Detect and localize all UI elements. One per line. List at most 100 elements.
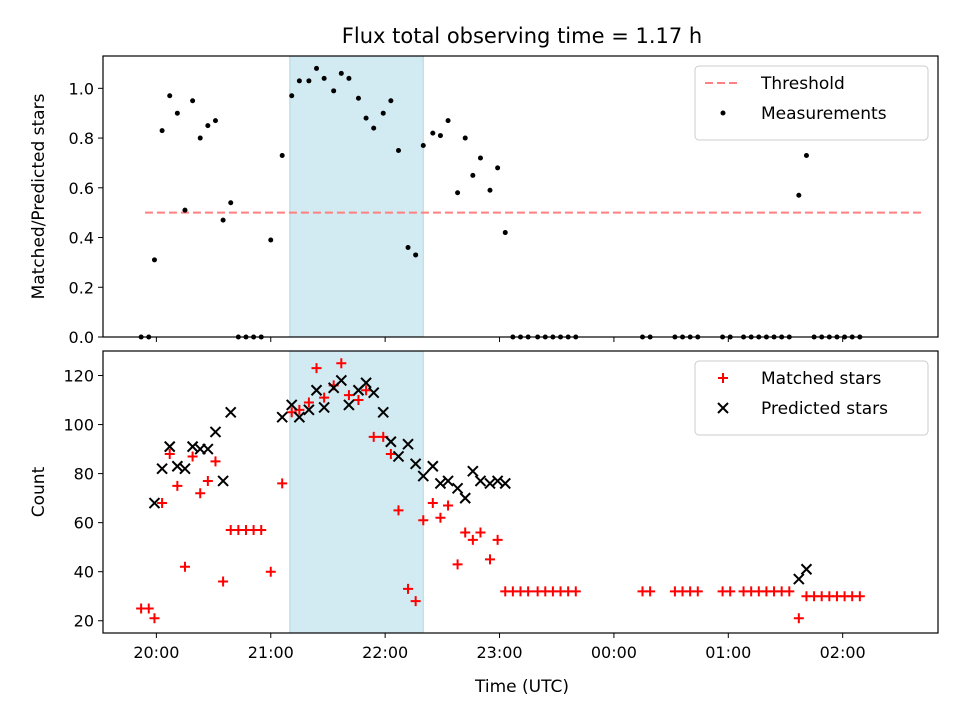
measurement-point — [167, 93, 173, 99]
count-legend: Matched stars Predicted stars — [694, 360, 929, 436]
predicted-point — [377, 406, 389, 419]
matched-point — [784, 586, 795, 597]
matched-point — [202, 475, 213, 486]
measurement-point — [306, 78, 312, 84]
measurement-point — [205, 123, 211, 129]
legend-label: Matched stars — [761, 369, 881, 389]
measurement-point — [279, 152, 285, 158]
predicted-point — [499, 477, 511, 490]
matched-point — [570, 586, 581, 597]
measurement-point — [371, 125, 377, 131]
predicted-point — [360, 377, 372, 389]
matched-point — [265, 566, 276, 577]
measurement-point — [470, 172, 476, 178]
predicted-point — [368, 386, 380, 399]
matched-point — [692, 586, 703, 597]
predicted-point — [179, 462, 191, 475]
measurement-point — [331, 88, 337, 94]
measurement-point — [355, 95, 361, 101]
measurement-point — [159, 128, 165, 134]
measurement-point — [190, 98, 196, 104]
matched-point — [187, 451, 198, 462]
y-tick-label: 0.6 — [69, 179, 94, 198]
matched-point — [343, 390, 354, 401]
y-tick-label: 20 — [74, 612, 94, 631]
x-tick-label: 20:00 — [133, 643, 179, 662]
x-tick-label: 23:00 — [476, 643, 522, 662]
x-tick-label: 02:00 — [820, 643, 866, 662]
matched-point — [172, 480, 183, 491]
measurement-point — [477, 155, 483, 161]
matched-point — [418, 515, 429, 526]
matched-point — [460, 527, 471, 538]
measurement-point — [437, 133, 443, 139]
count-axes-frame — [102, 350, 939, 634]
matched-point — [218, 576, 229, 587]
legend-plus-marker — [718, 373, 728, 383]
matched-point — [435, 512, 446, 523]
measurement-point — [420, 143, 426, 149]
matched-point — [303, 397, 314, 408]
measurement-point — [455, 190, 461, 196]
legend-label: Threshold — [760, 74, 845, 94]
matched-point — [179, 561, 190, 572]
y-tick-label: 0.2 — [69, 278, 94, 297]
ratio-observing-window — [289, 55, 424, 338]
x-axis-label: Time (UTC) — [474, 677, 569, 697]
legend-dot-marker — [720, 110, 726, 116]
predicted-point — [156, 462, 168, 475]
measurement-point — [380, 110, 386, 116]
y-tick-label: 40 — [74, 563, 94, 582]
measurement-point — [220, 217, 226, 223]
measurement-point — [430, 130, 436, 136]
predicted-point — [293, 411, 306, 423]
predicted-point — [800, 563, 813, 575]
predicted-point — [171, 460, 184, 472]
measurement-point — [363, 115, 369, 121]
matched-point — [157, 498, 168, 509]
ratio-axes-frame — [102, 55, 939, 338]
count-series-1 — [136, 358, 865, 624]
predicted-point — [303, 404, 315, 416]
predicted-point — [310, 384, 323, 396]
measurement-point — [395, 147, 401, 153]
matched-point — [361, 385, 372, 396]
predicted-point — [417, 470, 429, 482]
predicted-point — [491, 475, 504, 487]
predicted-point — [335, 374, 348, 387]
predicted-point — [484, 477, 496, 490]
measurement-point — [314, 65, 320, 71]
matched-point — [475, 527, 486, 538]
matched-point — [725, 586, 736, 597]
matched-point — [311, 363, 322, 374]
predicted-point — [318, 401, 330, 414]
predicted-point — [434, 477, 447, 490]
x-tick-label: 00:00 — [591, 643, 637, 662]
x-tick-label: 22:00 — [362, 643, 408, 662]
matched-point — [149, 613, 160, 624]
predicted-point — [202, 443, 214, 455]
matched-point — [443, 500, 454, 511]
matched-point — [523, 586, 534, 597]
measurement-point — [445, 118, 451, 124]
matched-point — [492, 534, 503, 545]
measurement-point — [405, 244, 411, 250]
predicted-point — [186, 440, 199, 453]
predicted-point — [286, 399, 298, 411]
predicted-point — [451, 482, 464, 495]
measurement-point — [268, 237, 274, 243]
predicted-point — [793, 573, 805, 585]
matched-point — [854, 591, 865, 602]
legend-x-marker — [717, 402, 729, 414]
predicted-point — [225, 406, 237, 419]
x-tick-label: 21:00 — [248, 643, 294, 662]
ratio-panel: 0.0 0.2 0.4 0.6 0.8 1.0 Matched/Predicted star… — [29, 55, 939, 347]
matched-point — [484, 554, 495, 565]
predicted-point — [209, 426, 222, 438]
matched-point — [195, 488, 206, 499]
predicted-point — [164, 440, 176, 453]
matched-point — [143, 603, 154, 614]
measurement-point — [462, 135, 468, 141]
predicted-point — [385, 436, 397, 448]
